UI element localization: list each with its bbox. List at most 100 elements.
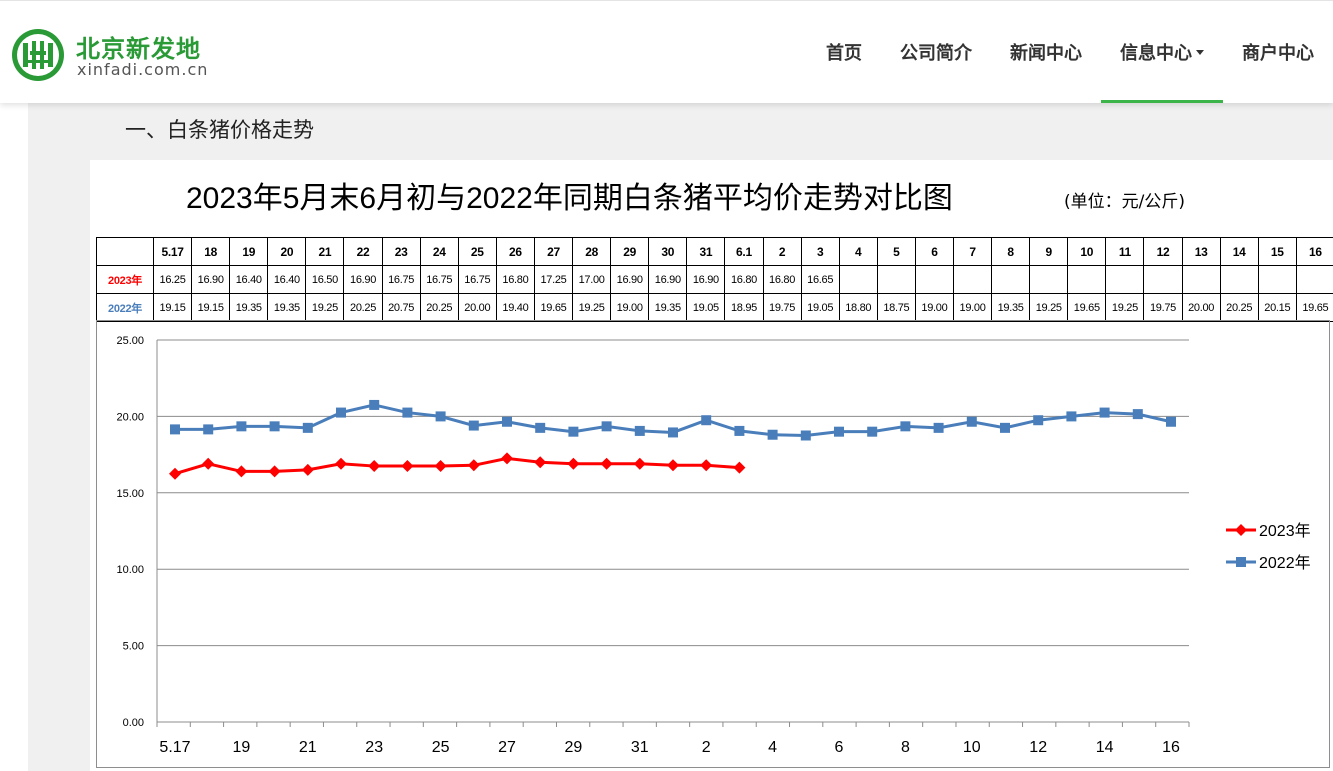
x-tick-label: 16 bbox=[1162, 739, 1180, 756]
table-date-cell: 20 bbox=[267, 237, 307, 266]
table-value-cell: 19.35 bbox=[991, 293, 1031, 322]
nav-item-info[interactable]: 信息中心 bbox=[1101, 1, 1223, 103]
data-point-square bbox=[402, 407, 413, 418]
data-point-square bbox=[834, 426, 844, 437]
x-tick-label: 27 bbox=[498, 739, 516, 756]
section-heading: 一、白条猪价格走势 bbox=[125, 118, 314, 142]
table-value-cell: 16.90 bbox=[191, 265, 231, 294]
table-value-cell: 20.25 bbox=[1219, 293, 1259, 322]
legend-marker bbox=[1236, 557, 1246, 567]
legend-marker bbox=[1235, 524, 1247, 536]
table-value-cell: 16.25 bbox=[152, 265, 193, 294]
table-value-cell: 16.90 bbox=[610, 265, 650, 294]
nav-item-merchant[interactable]: 商户中心 bbox=[1223, 1, 1333, 103]
site-header: 北京新发地 xinfadi.com.cn 首页 公司简介 新闻中心 信息中心 商… bbox=[0, 0, 1333, 103]
table-value-cell bbox=[991, 265, 1031, 294]
data-point-diamond bbox=[268, 465, 281, 478]
price-data-table: 5.17 18 19 20 21 22 23 24 25 26 27 28 29 30 31 6.1 2 3 4 5 6… bbox=[96, 237, 1333, 322]
table-value-cell: 16.90 bbox=[343, 265, 383, 294]
site-logo[interactable]: 北京新发地 xinfadi.com.cn bbox=[10, 27, 250, 83]
data-point-diamond bbox=[467, 459, 480, 472]
data-point-square bbox=[502, 416, 512, 427]
data-point-square bbox=[1132, 409, 1143, 420]
data-point-square bbox=[568, 426, 579, 437]
data-point-square bbox=[734, 425, 745, 436]
main-nav: 首页 公司简介 新闻中心 信息中心 商户中心 bbox=[807, 1, 1333, 103]
table-date-cell: 4 bbox=[838, 237, 878, 266]
y-tick-label: 5.00 bbox=[123, 641, 144, 653]
table-value-cell: 19.35 bbox=[229, 293, 269, 322]
table-date-cell: 28 bbox=[572, 237, 612, 266]
table-value-cell: 19.05 bbox=[800, 293, 840, 322]
table-date-cell: 21 bbox=[305, 237, 345, 266]
data-point-square bbox=[668, 427, 678, 438]
nav-item-news[interactable]: 新闻中心 bbox=[991, 1, 1101, 103]
data-point-diamond bbox=[534, 456, 547, 469]
data-point-diamond bbox=[567, 457, 580, 470]
y-tick-label: 15.00 bbox=[116, 488, 144, 500]
table-value-cell: 20.25 bbox=[343, 293, 383, 322]
data-point-diamond bbox=[633, 457, 646, 470]
x-tick-label: 25 bbox=[432, 739, 450, 756]
table-value-cell: 20.00 bbox=[1181, 293, 1221, 322]
table-date-cell: 13 bbox=[1181, 237, 1221, 266]
x-tick-label: 10 bbox=[963, 739, 981, 756]
data-point-square bbox=[767, 429, 778, 440]
data-point-square bbox=[1000, 422, 1010, 433]
nav-item-about[interactable]: 公司简介 bbox=[881, 1, 991, 103]
x-tick-label: 21 bbox=[299, 739, 317, 756]
table-value-cell: 19.65 bbox=[533, 293, 574, 322]
table-date-cell: 9 bbox=[1029, 237, 1069, 266]
data-point-square bbox=[236, 421, 247, 432]
table-value-cell: 16.75 bbox=[419, 265, 459, 294]
nav-item-home[interactable]: 首页 bbox=[807, 1, 881, 103]
data-point-diamond bbox=[434, 460, 447, 473]
table-value-cell: 19.75 bbox=[762, 293, 802, 322]
data-point-square bbox=[170, 424, 180, 435]
data-point-square bbox=[369, 399, 380, 410]
x-tick-label: 8 bbox=[901, 739, 910, 756]
table-value-cell: 20.25 bbox=[419, 293, 459, 322]
data-point-square bbox=[634, 425, 645, 436]
table-value-cell: 19.15 bbox=[152, 293, 193, 322]
table-date-cell: 27 bbox=[533, 237, 574, 266]
data-point-square bbox=[302, 422, 313, 433]
data-point-diamond bbox=[733, 461, 746, 474]
data-point-square bbox=[535, 422, 546, 433]
series-line bbox=[174, 456, 740, 476]
logo-chinese-text: 北京新发地 bbox=[76, 34, 201, 63]
legend-label: 2022年 bbox=[1259, 554, 1311, 572]
plot-frame bbox=[96, 320, 1330, 768]
table-value-cell bbox=[914, 265, 954, 294]
nav-label-info: 信息中心 bbox=[1120, 43, 1192, 64]
table-date-cell: 14 bbox=[1219, 237, 1259, 266]
table-date-cell: 10 bbox=[1067, 237, 1107, 266]
table-value-cell: 19.35 bbox=[267, 293, 307, 322]
y-tick-label: 20.00 bbox=[116, 411, 144, 423]
data-point-square bbox=[1099, 407, 1110, 418]
x-tick-label: 6 bbox=[835, 739, 844, 756]
table-value-cell bbox=[1181, 265, 1221, 294]
nav-label-news: 新闻中心 bbox=[1010, 43, 1082, 64]
data-point-square bbox=[203, 424, 214, 435]
data-point-diamond bbox=[700, 459, 713, 472]
data-point-square bbox=[933, 422, 944, 433]
data-point-diamond bbox=[600, 457, 613, 470]
y-tick-label: 25.00 bbox=[116, 335, 144, 347]
table-value-cell bbox=[1105, 265, 1145, 294]
nav-label-merchant: 商户中心 bbox=[1242, 43, 1314, 64]
table-value-cell: 17.25 bbox=[533, 265, 574, 294]
table-value-cell bbox=[952, 265, 993, 294]
table-date-cell: 6 bbox=[914, 237, 954, 266]
data-point-square bbox=[800, 430, 811, 441]
x-tick-label: 2 bbox=[702, 739, 711, 756]
logo-emblem-icon bbox=[12, 29, 64, 81]
table-date-cell: 18 bbox=[191, 237, 231, 266]
data-point-square bbox=[900, 421, 911, 432]
data-point-diamond bbox=[368, 460, 381, 473]
x-tick-label: 4 bbox=[768, 739, 777, 756]
table-date-cell: 12 bbox=[1143, 237, 1183, 266]
x-tick-label: 5.17 bbox=[159, 739, 190, 756]
chart-title: 2023年5月末6月初与2022年同期白条猪平均价走势对比图 bbox=[186, 182, 953, 215]
data-point-square bbox=[1066, 411, 1077, 422]
